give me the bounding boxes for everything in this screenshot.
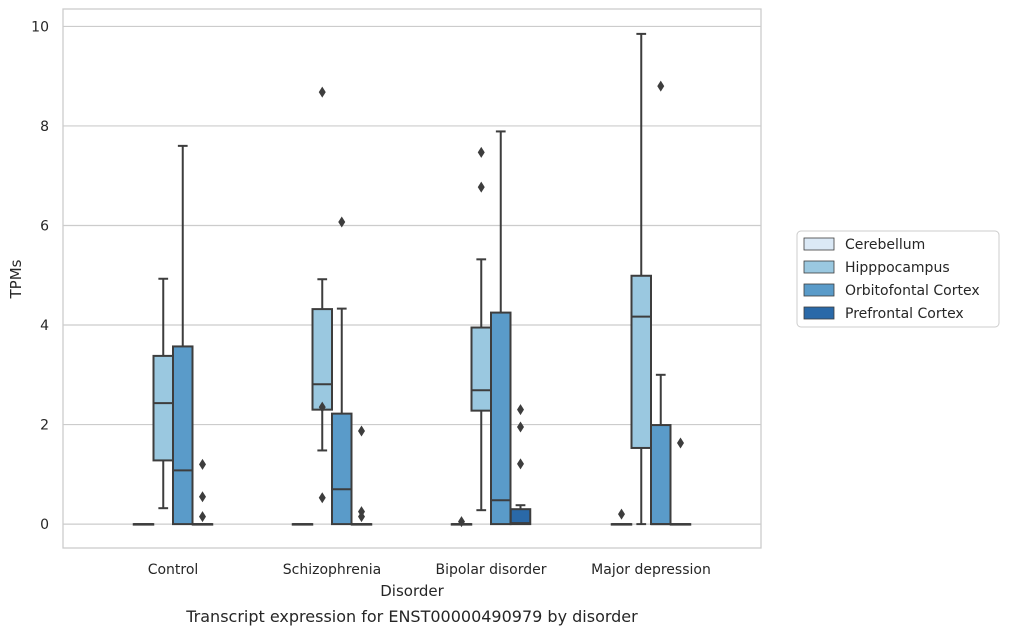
box-orbitofontal-cortex <box>490 130 512 526</box>
outlier-point <box>318 401 326 413</box>
box-body <box>311 308 333 411</box>
x-tick-label: Schizophrenia <box>283 562 381 578</box>
legend-swatch <box>803 260 835 274</box>
legend-label: Orbitofontal Cortex <box>845 283 980 299</box>
x-tick-label: Control <box>148 562 199 578</box>
box-prefrontal-cortex <box>669 437 692 526</box>
legend-label: Hipppocampus <box>845 260 950 276</box>
plot-frame <box>62 8 762 549</box>
box-body <box>152 354 174 462</box>
y-tick-label: 2 <box>40 418 49 434</box>
x-axis-label: Disorder <box>380 582 444 600</box>
outlier-point <box>618 508 625 520</box>
x-tick-label: Bipolar disorder <box>435 562 546 578</box>
outlier-point <box>199 511 206 523</box>
box-cerebellum <box>132 523 155 526</box>
box-prefrontal-cortex <box>350 425 373 526</box>
box-layer <box>132 32 692 528</box>
box-body <box>172 345 194 526</box>
outlier-point <box>318 492 326 504</box>
y-tick-label: 10 <box>31 19 49 35</box>
x-tick-label: Major depression <box>591 562 711 578</box>
legend-swatch <box>803 283 835 297</box>
box-orbitofontal-cortex <box>172 144 194 526</box>
outlier-point <box>199 491 206 503</box>
box-cerebellum <box>291 523 314 526</box>
outlier-point <box>318 86 326 98</box>
legend-frame <box>796 230 1000 328</box>
box-hipppocampus <box>152 277 174 510</box>
box-orbitofontal-cortex <box>331 216 353 526</box>
y-tick-label: 8 <box>40 119 49 135</box>
legend: Cerebellum Hipppocampus Orbitofontal Corte… <box>796 230 1000 328</box>
box-orbitofontal-cortex <box>650 80 672 526</box>
outlier-point <box>517 421 524 433</box>
outlier-point <box>477 181 485 193</box>
legend-label: Prefrontal Cortex <box>845 306 964 322</box>
outlier-point <box>677 437 684 449</box>
x-axis-ticks: Control Schizophrenia Bipolar disorder Majo… <box>148 562 711 578</box>
figure-caption: Transcript expression for ENST0000049097… <box>185 607 638 626</box>
outlier-point <box>458 516 465 528</box>
outlier-point <box>358 511 365 523</box>
box-hipppocampus <box>311 86 333 504</box>
box-cerebellum <box>610 508 633 526</box>
box-hipppocampus <box>630 32 652 526</box>
legend-swatch <box>803 237 835 251</box>
legend-items: Cerebellum Hipppocampus Orbitofontal Corte… <box>803 237 980 322</box>
outlier-point <box>517 458 524 470</box>
box-body <box>630 274 652 449</box>
y-tick-label: 4 <box>40 318 49 334</box>
box-prefrontal-cortex <box>509 404 532 526</box>
y-tick-label: 6 <box>40 218 49 234</box>
outlier-point <box>477 146 485 158</box>
legend-label: Cerebellum <box>845 237 925 253</box>
box-cerebellum <box>450 516 473 528</box>
box-body <box>509 508 532 526</box>
outlier-point <box>338 216 346 228</box>
y-axis-ticks: 0 2 4 6 8 10 <box>31 19 49 533</box>
y-axis-label: TPMs <box>7 259 25 299</box>
box-prefrontal-cortex <box>191 458 214 526</box>
outlier-point <box>517 404 524 416</box>
outlier-point <box>358 425 365 437</box>
box-body <box>490 311 512 526</box>
box-body <box>650 424 672 526</box>
box-body <box>470 326 492 412</box>
y-tick-label: 0 <box>40 517 49 533</box>
box-hipppocampus <box>470 146 492 512</box>
outlier-point <box>657 80 665 92</box>
outlier-point <box>199 458 206 470</box>
box-body <box>331 412 353 526</box>
legend-swatch <box>803 306 835 320</box>
